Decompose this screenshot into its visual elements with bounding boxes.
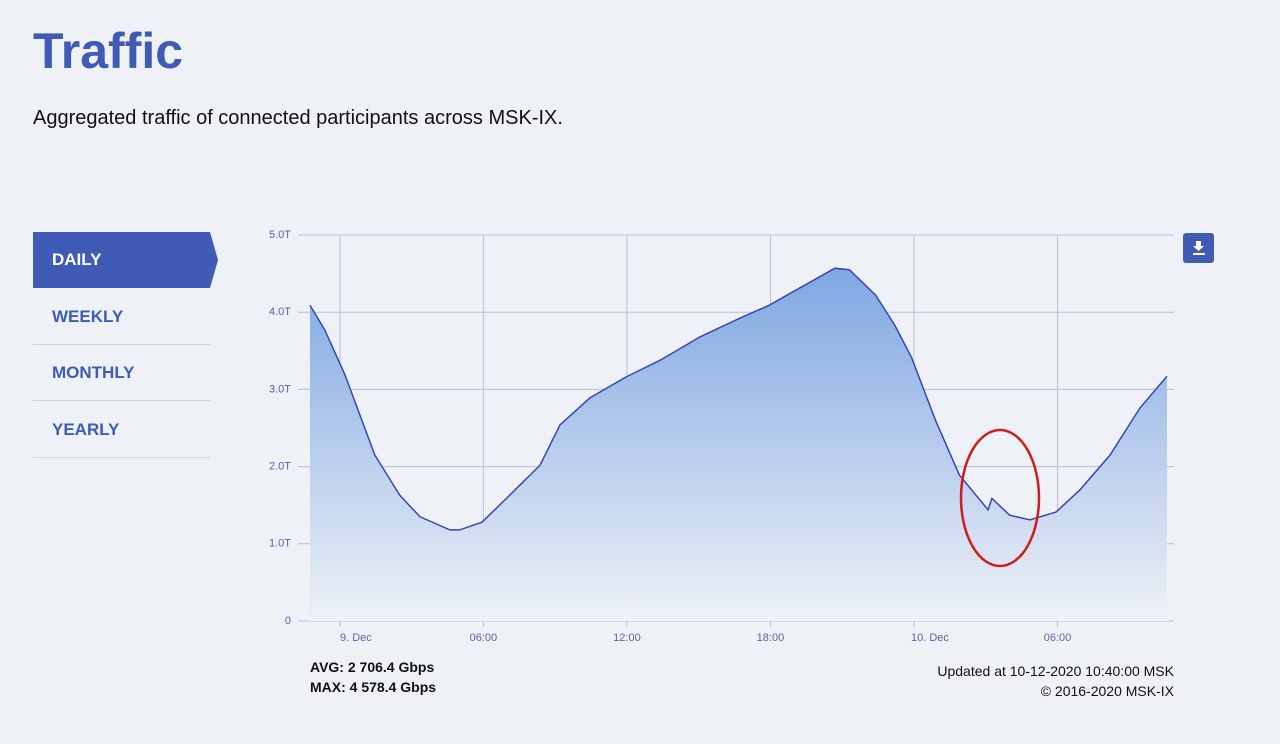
nav-item[interactable]: WEEKLY (33, 289, 210, 345)
max-stat: MAX: 4 578.4 Gbps (310, 679, 437, 695)
x-tick-label: 06:00 (470, 632, 498, 644)
y-tick-label: 2.0T (269, 461, 291, 473)
y-tick-label: 0 (285, 615, 291, 627)
page-subtitle: Aggregated traffic of connected particip… (33, 107, 563, 129)
plot: 0 1.0T 2.0T 3.0T 4.0T 5.0T 9. Dec 06:00 12:00 18:… (269, 229, 1174, 644)
y-tick-label: 5.0T (269, 229, 291, 241)
y-tick-label: 3.0T (269, 383, 291, 395)
download-icon (1193, 241, 1205, 255)
copyright: © 2016-2020 MSK-IX (1040, 683, 1174, 699)
line (309, 267, 1168, 531)
updated: Updated at 10-12-2020 10:40:00 MSK (937, 663, 1174, 679)
avg-stat: AVG: 2 706.4 Gbps (310, 659, 435, 675)
nav-item[interactable]: MONTHLY (33, 345, 210, 401)
nav-item[interactable]: YEARLY (33, 402, 210, 458)
x-tick-label: 12:00 (613, 632, 641, 644)
x-tick-label: 9. Dec (340, 632, 372, 644)
x-tick-label: 18:00 (757, 632, 785, 644)
y-tick-label: 4.0T (269, 306, 291, 318)
y-tick-label: 1.0T (269, 538, 291, 550)
nav-arrow (210, 232, 218, 288)
page-title: Traffic (33, 23, 184, 79)
x-tick-label: 06:00 (1044, 632, 1072, 644)
x-tick-label: 10. Dec (911, 632, 949, 644)
area (310, 268, 1168, 621)
highlight-ellipse (959, 428, 1041, 568)
nav-item[interactable]: DAILY (33, 232, 218, 288)
